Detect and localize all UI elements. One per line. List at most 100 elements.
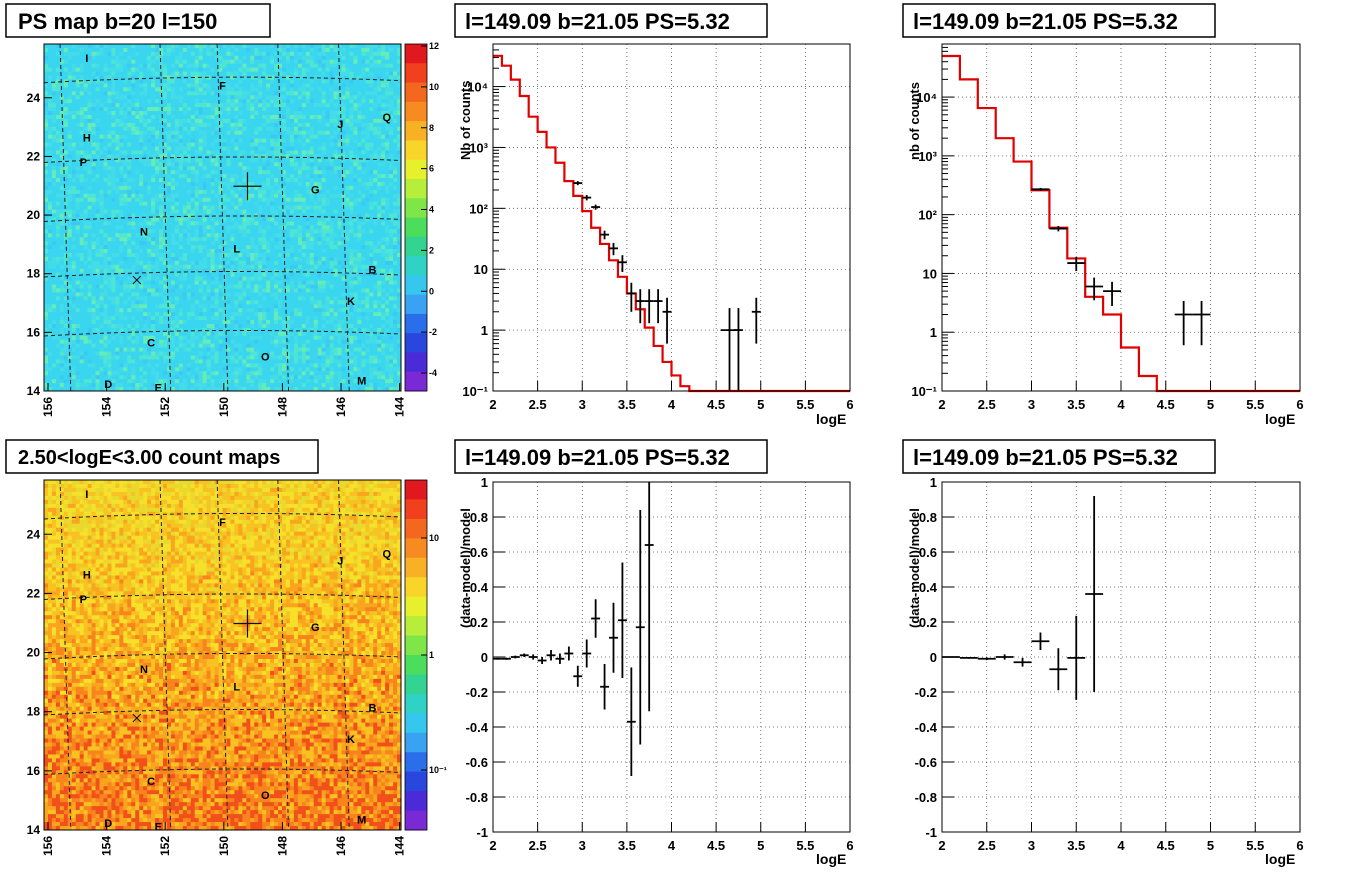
data-point bbox=[528, 654, 538, 660]
grid-meridian bbox=[159, 43, 172, 392]
data-point bbox=[942, 656, 960, 658]
x-tick-label: 144 bbox=[393, 397, 407, 417]
source-label: B bbox=[368, 265, 376, 277]
data-point bbox=[959, 656, 978, 659]
grid-parallel bbox=[43, 329, 402, 337]
data-point bbox=[662, 297, 672, 344]
colorbar-tick-label: 4 bbox=[429, 205, 434, 215]
data-point bbox=[626, 282, 636, 312]
data-point bbox=[1067, 615, 1086, 700]
data-point bbox=[653, 289, 663, 324]
colorbar-tick-label: 12 bbox=[429, 41, 439, 51]
residual-fine-title: l=149.09 b=21.05 PS=5.32 bbox=[465, 445, 730, 470]
x-tick-label: 144 bbox=[393, 836, 407, 856]
source-label: D bbox=[104, 818, 112, 830]
residual-coarse-title: l=149.09 b=21.05 PS=5.32 bbox=[913, 445, 1178, 470]
x-tick-label: 3.5 bbox=[618, 397, 636, 412]
colorbar-tick-label: 8 bbox=[429, 123, 434, 133]
data-point bbox=[751, 297, 761, 344]
residual-chart-coarse: l=149.09 b=21.05 PS=5.32 (data-model)/mo… bbox=[902, 439, 1304, 867]
x-tick-label: 3.5 bbox=[618, 838, 636, 853]
x-tick-label: 156 bbox=[41, 836, 55, 856]
source-x-marker bbox=[132, 275, 142, 285]
colorbar-tick-label: 10 bbox=[429, 82, 439, 92]
y-tick-label: 18 bbox=[27, 705, 41, 719]
x-tick-label: 148 bbox=[275, 397, 289, 417]
y-tick-label: 10² bbox=[918, 208, 937, 223]
ps-map-heatmap bbox=[44, 44, 402, 392]
data-point bbox=[995, 654, 1014, 660]
grid-meridian bbox=[277, 43, 290, 392]
x-tick-label: 2.5 bbox=[529, 838, 547, 853]
data-point bbox=[617, 562, 627, 678]
y-tick-label: -0.8 bbox=[466, 790, 488, 805]
data-point bbox=[564, 646, 574, 661]
x-tick-label: 4 bbox=[1117, 397, 1125, 412]
source-label: K bbox=[347, 734, 355, 746]
count-map-colorbar: 10 1 10⁻¹ bbox=[404, 479, 447, 831]
data-point bbox=[537, 657, 547, 664]
grid-parallel bbox=[43, 156, 402, 164]
x-tick-label: 4 bbox=[1117, 838, 1125, 853]
y-tick-label: 0.8 bbox=[919, 510, 937, 525]
data-point bbox=[1031, 632, 1050, 650]
source-label: E bbox=[155, 383, 162, 395]
y-tick-label: -0.4 bbox=[466, 720, 489, 735]
grid-parallel bbox=[43, 768, 402, 775]
y-tick-label: 10⁻¹ bbox=[911, 384, 937, 399]
y-tick-label: -0.2 bbox=[915, 685, 937, 700]
plot-area bbox=[493, 44, 850, 391]
x-tick-label: 156 bbox=[41, 397, 55, 417]
data-point bbox=[582, 639, 592, 668]
grid-meridian bbox=[277, 479, 290, 831]
y-tick-label: 16 bbox=[27, 764, 41, 778]
colorbar-tick-label: 2 bbox=[429, 245, 434, 255]
x-tick-label: 6 bbox=[846, 397, 853, 412]
data-point bbox=[644, 289, 654, 324]
spectrum-coarse-xlabel: logE bbox=[1265, 411, 1295, 427]
x-tick-label: 148 bbox=[275, 836, 289, 856]
y-tick-label: -0.4 bbox=[915, 720, 938, 735]
y-tick-label: 0.4 bbox=[919, 580, 938, 595]
spectrum-coarse-ylabel: nb of counts bbox=[907, 82, 922, 160]
data-point bbox=[501, 657, 511, 660]
data-point bbox=[635, 289, 645, 324]
source-label: Q bbox=[382, 112, 391, 124]
data-point bbox=[1049, 648, 1068, 691]
y-tick-label: 10 bbox=[474, 262, 488, 277]
y-tick-label: 1 bbox=[481, 323, 488, 338]
spectrum-chart-coarse: l=149.09 b=21.05 PS=5.32 nb of counts lo… bbox=[902, 3, 1304, 427]
colorbar-tick-label: -4 bbox=[429, 368, 437, 378]
data-point bbox=[635, 510, 645, 745]
y-tick-label: 0.2 bbox=[919, 615, 937, 630]
x-tick-label: 2.5 bbox=[978, 397, 996, 412]
y-tick-label: 0.4 bbox=[470, 580, 489, 595]
data-point bbox=[555, 653, 565, 664]
x-tick-label: 2 bbox=[489, 397, 496, 412]
grid-meridian bbox=[59, 43, 72, 392]
x-tick-label: 3 bbox=[1028, 838, 1035, 853]
data-point bbox=[1013, 657, 1032, 667]
x-tick-label: 154 bbox=[100, 836, 114, 856]
x-tick-label: 5.5 bbox=[796, 838, 814, 853]
count-map-source-labels: I F H J Q P G N L B K C O D E M bbox=[80, 489, 392, 834]
y-tick-label: -0.8 bbox=[915, 790, 937, 805]
model-step-line bbox=[493, 54, 850, 393]
source-label: P bbox=[80, 594, 87, 606]
y-tick-label: 1 bbox=[930, 475, 937, 490]
residual-coarse-ylabel: (data-model)/model bbox=[907, 508, 922, 628]
x-tick-label: 5 bbox=[1207, 838, 1214, 853]
data-point bbox=[600, 230, 610, 240]
data-point bbox=[519, 653, 529, 657]
count-map-coordinate-grid bbox=[43, 479, 402, 831]
y-tick-label: 1 bbox=[930, 325, 937, 340]
data-point bbox=[1049, 226, 1068, 232]
source-label: M bbox=[357, 815, 366, 827]
y-tick-label: 20 bbox=[27, 208, 41, 222]
colorbar-tick-label: 10⁻¹ bbox=[429, 765, 447, 775]
source-label: N bbox=[140, 226, 148, 238]
data-point bbox=[493, 657, 502, 660]
data-point bbox=[977, 657, 996, 661]
source-label: H bbox=[83, 133, 91, 145]
count-map-heatmap bbox=[44, 480, 402, 831]
